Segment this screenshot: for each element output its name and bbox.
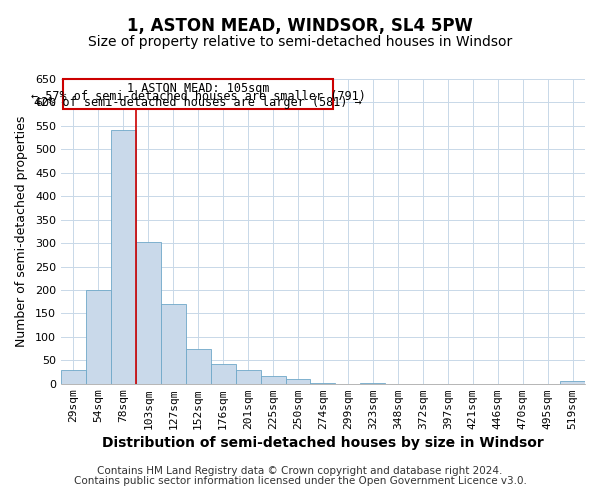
Y-axis label: Number of semi-detached properties: Number of semi-detached properties [15, 116, 28, 347]
Bar [236, 370, 260, 384]
X-axis label: Distribution of semi-detached houses by size in Windsor: Distribution of semi-detached houses by … [102, 436, 544, 450]
Bar [186, 349, 211, 384]
Text: ← 57% of semi-detached houses are smaller (791): ← 57% of semi-detached houses are smalle… [31, 90, 365, 103]
Text: Size of property relative to semi-detached houses in Windsor: Size of property relative to semi-detach… [88, 35, 512, 49]
Bar [310, 383, 335, 384]
Bar [136, 242, 161, 384]
Bar [286, 378, 310, 384]
Bar [111, 130, 136, 384]
Bar [86, 290, 111, 384]
Bar [211, 364, 236, 384]
FancyBboxPatch shape [64, 79, 333, 110]
Bar [61, 370, 86, 384]
Text: 1, ASTON MEAD, WINDSOR, SL4 5PW: 1, ASTON MEAD, WINDSOR, SL4 5PW [127, 18, 473, 36]
Text: 42% of semi-detached houses are larger (581) →: 42% of semi-detached houses are larger (… [34, 96, 362, 110]
Bar [161, 304, 186, 384]
Text: 1 ASTON MEAD: 105sqm: 1 ASTON MEAD: 105sqm [127, 82, 269, 95]
Text: Contains HM Land Registry data © Crown copyright and database right 2024.: Contains HM Land Registry data © Crown c… [97, 466, 503, 476]
Bar [260, 376, 286, 384]
Bar [560, 382, 585, 384]
Text: Contains public sector information licensed under the Open Government Licence v3: Contains public sector information licen… [74, 476, 526, 486]
